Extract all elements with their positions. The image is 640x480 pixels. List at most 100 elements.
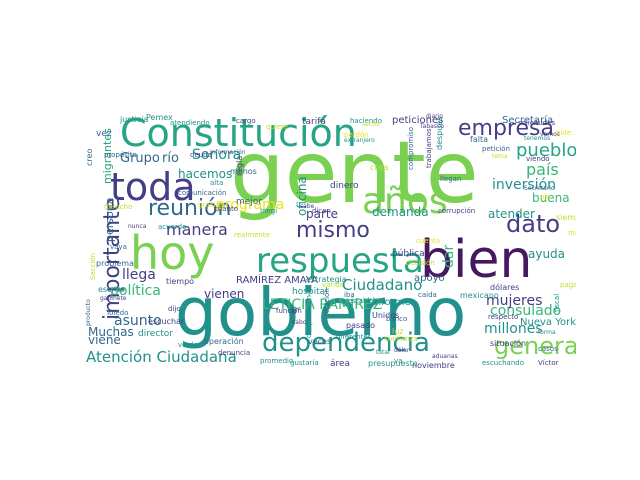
cloud-word: establece <box>348 297 382 305</box>
cloud-word: atender <box>488 207 535 221</box>
cloud-word: promedio <box>260 357 294 365</box>
cloud-word: estrategia <box>306 275 347 284</box>
cloud-word: Grupo <box>120 151 160 166</box>
cloud-word: Sección <box>89 252 97 280</box>
cloud-word: banco <box>386 315 408 323</box>
cloud-word: Nueva York <box>520 317 576 328</box>
cloud-word: mexicano <box>460 291 499 300</box>
cloud-word: apoyo <box>414 273 445 284</box>
cloud-word: falta <box>470 135 488 144</box>
cloud-word: escuchar <box>148 317 185 326</box>
cloud-word: buena <box>532 191 570 205</box>
cloud-word: Unidos <box>372 311 400 320</box>
cloud-word: Pemex <box>146 113 173 122</box>
cloud-word: gabinete <box>100 295 127 302</box>
cloud-word: compromiso <box>407 126 415 170</box>
cloud-word: gustaría <box>290 359 319 367</box>
cloud-word: Víctor <box>538 359 559 367</box>
cloud-word: tenemos <box>524 135 551 142</box>
cloud-word: informe <box>372 297 411 308</box>
cloud-word: aduanas <box>432 353 458 360</box>
cloud-word: confianza <box>384 335 418 343</box>
cloud-word: ir <box>292 307 298 316</box>
cloud-word: cabo <box>292 319 307 326</box>
cloud-word: asunto <box>114 313 162 329</box>
cloud-word: cargo <box>236 117 256 125</box>
cloud-word: tema <box>492 153 508 160</box>
cloud-word: caída <box>418 291 437 299</box>
cloud-word: decisión <box>406 259 435 267</box>
cloud-word: sector <box>362 121 381 128</box>
cloud-word: toda <box>110 165 196 209</box>
cloud-word: comunicación <box>178 189 227 197</box>
cloud-word: atendiendo <box>170 119 210 127</box>
cloud-word: varios <box>322 281 344 289</box>
cloud-word: creo <box>85 148 94 166</box>
cloud-word: denuncia <box>218 349 251 357</box>
cloud-word: siempre <box>556 213 576 222</box>
cloud-word: información <box>210 149 246 156</box>
cloud-word: Secretario <box>524 185 555 192</box>
cloud-word: fiscal <box>553 293 561 312</box>
cloud-word: iba <box>344 291 355 299</box>
cloud-word: casos <box>538 345 558 353</box>
cloud-word: programa <box>216 197 285 213</box>
cloud-word: cuánto <box>214 205 239 213</box>
cloud-word: años <box>362 181 448 222</box>
cloud-word: Constitución <box>120 112 357 155</box>
cloud-word: hoy <box>130 226 215 280</box>
cloud-word: director <box>138 329 173 339</box>
cloud-word: escuchando <box>482 359 524 367</box>
cloud-word: paga <box>560 281 576 289</box>
cloud-word: hospital <box>292 287 328 297</box>
cloud-word: presupuesto <box>368 359 418 368</box>
cloud-word: demanda <box>372 205 429 219</box>
cloud-word: cuenta <box>416 237 441 245</box>
cloud-word: vez <box>96 129 112 139</box>
cloud-word: reunión <box>148 196 232 221</box>
cloud-word: mismo <box>296 218 370 243</box>
cloud-word: gobierno <box>175 274 467 351</box>
cloud-word: llega <box>122 267 156 283</box>
cloud-word: hacemos <box>178 167 233 181</box>
cloud-word: pasado <box>346 321 376 330</box>
cloud-word: trabajamos <box>425 128 433 168</box>
cloud-word: quiere <box>266 123 289 131</box>
cloud-word: tarifa <box>302 117 326 127</box>
cloud-word: tiempo <box>166 277 195 286</box>
cloud-word: manera <box>166 220 228 239</box>
cloud-word: respuesta <box>256 241 424 281</box>
cloud-word: vienen <box>204 287 245 301</box>
cloud-word: millones <box>484 321 543 337</box>
cloud-word: derecho <box>104 203 133 211</box>
word-cloud: gente gobierno hoy bien Constitución toda años… <box>80 112 576 370</box>
cloud-word: producto <box>85 299 92 326</box>
cloud-word: ayuda <box>528 247 566 261</box>
cloud-word: mujeres <box>486 293 543 309</box>
cloud-word: haciendo <box>350 117 382 125</box>
cloud-word: ojo <box>540 193 551 201</box>
cloud-word: problema <box>96 259 135 268</box>
cloud-word: Atención Ciudadana <box>86 348 237 366</box>
cloud-word: pide <box>556 129 572 137</box>
cloud-word: mayor <box>568 229 576 237</box>
cloud-word: escrito <box>98 285 126 294</box>
cloud-word: veces <box>308 337 332 346</box>
cloud-word: gracias <box>198 201 224 209</box>
cloud-word: Tabasco <box>420 123 444 130</box>
cloud-word: petición <box>482 145 510 153</box>
cloud-word: diferentes <box>336 333 372 341</box>
cloud-word: alta <box>210 179 224 187</box>
cloud-word: mejor <box>236 197 263 207</box>
cloud-word: forma <box>538 329 556 336</box>
cloud-word: peticiones <box>392 115 444 126</box>
cloud-word: operación <box>204 337 244 346</box>
cloud-word: pueblo <box>516 140 576 161</box>
cloud-word: total <box>376 349 390 356</box>
cloud-word: después <box>435 116 444 150</box>
cloud-word: Toledo <box>106 309 129 317</box>
cloud-word: extranjero <box>344 137 375 144</box>
cloud-word: vaya <box>110 243 127 251</box>
cloud-word: bien <box>420 230 533 290</box>
